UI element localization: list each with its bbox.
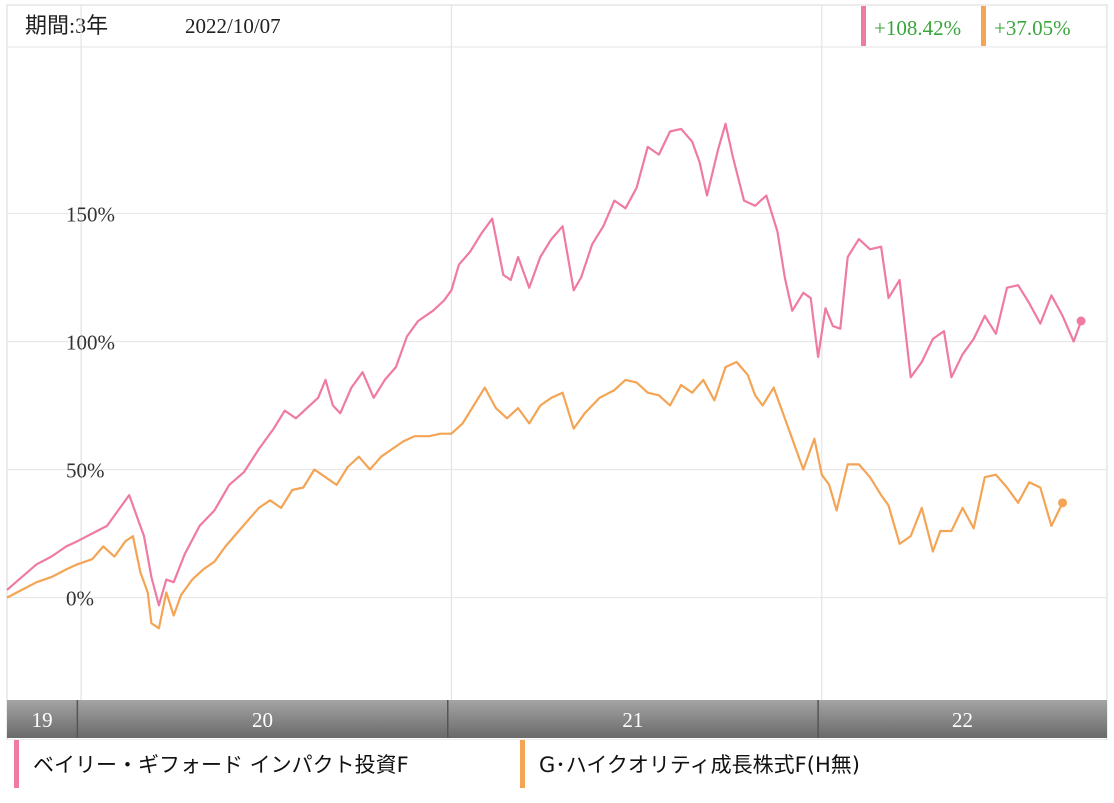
chart-header: 期間:3年 2022/10/07 +108.42% +37.05% [7,6,1107,48]
x-tick-label: 20 [252,708,273,732]
return-swatch-1 [861,6,866,46]
y-tick-label: 150% [66,202,115,226]
x-tick-label: 21 [622,708,643,732]
return-value-2: +37.05% [994,16,1071,40]
y-tick-label: 50% [66,459,105,483]
chart-series [6,122,1086,630]
legend-item-high-quality-growth: G･ハイクオリティ成長株式F(H無) [520,740,860,788]
y-tick-label: 100% [66,330,115,354]
x-axis-bar: 19 20 21 22 [7,700,1107,738]
period-label: 期間:3年 [25,13,108,38]
return-value-1: +108.42% [874,16,961,40]
series-end-marker-1 [1076,316,1086,326]
chart-grid [7,5,1107,700]
legend: ベイリー・ギフォード インパクト投資F G･ハイクオリティ成長株式F(H無) [0,740,1114,790]
x-axis-ticks: 19 20 21 22 [32,700,973,738]
legend-label-2: G･ハイクオリティ成長株式F(H無) [539,753,860,777]
y-axis-ticks: 0% 50% 100% 150% [66,202,115,610]
legend-label-1: ベイリー・ギフォード インパクト投資F [33,753,409,777]
series-line-1 [6,122,1083,607]
return-swatch-2 [981,6,986,46]
series-end-marker-2 [1058,498,1068,508]
performance-chart: 期間:3年 2022/10/07 +108.42% +37.05% 0% 50% 1… [6,4,1108,741]
x-tick-label: 19 [32,708,53,732]
x-tick-label: 22 [952,708,973,732]
series-line-2 [6,360,1064,630]
legend-swatch-pink [14,740,19,788]
chart-frame [6,4,1108,741]
legend-item-baillie-gifford: ベイリー・ギフォード インパクト投資F [14,740,409,788]
date-label: 2022/10/07 [185,14,281,38]
y-tick-label: 0% [66,587,94,611]
legend-swatch-orange [520,740,525,788]
